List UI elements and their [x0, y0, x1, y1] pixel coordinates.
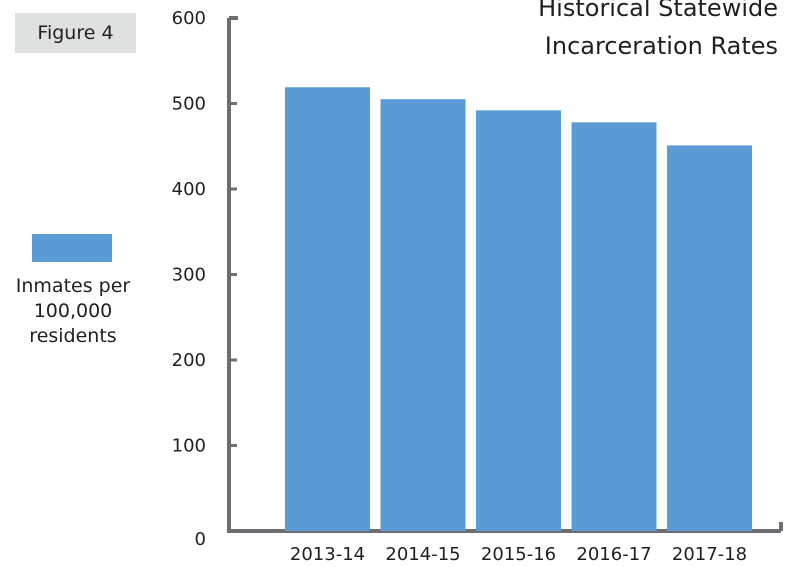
- x-tick-label: 2015-16: [481, 544, 556, 565]
- y-tick-label: 200: [172, 350, 206, 371]
- x-tick-label: 2017-18: [672, 544, 747, 565]
- legend-swatch: [32, 234, 112, 262]
- y-tick-label: 0: [195, 529, 206, 550]
- bar: [285, 87, 370, 531]
- x-tick-label: 2013-14: [290, 544, 365, 565]
- x-tick-label: 2014-15: [385, 544, 460, 565]
- y-axis-ticks: 0 100 200 300 400 500 600: [172, 8, 237, 550]
- y-tick-label: 600: [172, 8, 206, 29]
- bar-series: [285, 87, 752, 531]
- y-tick-label: 300: [172, 265, 206, 286]
- bar: [571, 122, 657, 531]
- bar: [476, 110, 561, 531]
- y-tick-label: 500: [172, 94, 206, 115]
- legend-label: Inmates per 100,000 residents: [15, 275, 131, 347]
- y-tick-label: 400: [172, 179, 206, 200]
- x-axis-ticks: 2013-14 2014-15 2015-16 2016-17 2017-18: [290, 544, 747, 565]
- chart-title-line: Historical Statewide: [538, 0, 778, 22]
- x-tick-label: 2016-17: [576, 544, 651, 565]
- bar: [667, 145, 752, 531]
- chart-title: Historical Statewide Incarceration Rates: [538, 0, 778, 60]
- y-tick-label: 100: [172, 436, 206, 457]
- chart-title-line: Incarceration Rates: [545, 32, 778, 60]
- figure-label: Figure 4: [15, 13, 136, 53]
- bar: [380, 99, 466, 531]
